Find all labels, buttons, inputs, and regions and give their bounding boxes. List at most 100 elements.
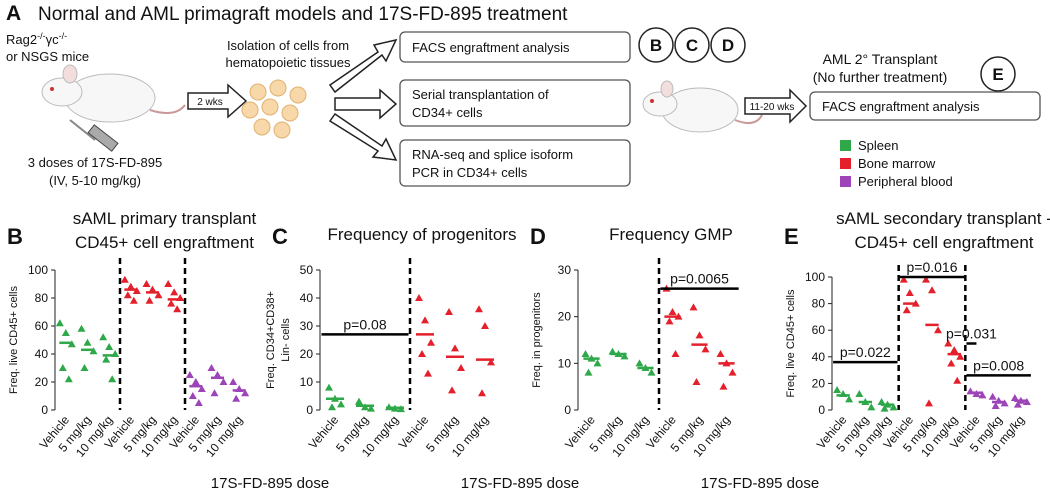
x-axis-label: 17S-FD-895 dose bbox=[461, 475, 579, 492]
y-tick-label: 80 bbox=[35, 291, 49, 305]
mouse-icon bbox=[642, 80, 763, 133]
text: -/- bbox=[59, 31, 68, 41]
y-tick-label: 30 bbox=[558, 263, 572, 277]
y-tick-label: 40 bbox=[35, 347, 49, 361]
data-point bbox=[668, 308, 677, 315]
transplant-text: (No further treatment) bbox=[813, 69, 948, 85]
data-point bbox=[367, 404, 375, 412]
data-point bbox=[689, 303, 698, 311]
syringe-icon bbox=[69, 119, 119, 152]
y-tick-label: 20 bbox=[812, 376, 826, 390]
box-text: CD34+ cells bbox=[412, 105, 483, 120]
data-point bbox=[154, 291, 163, 299]
data-point bbox=[457, 364, 465, 371]
data-point bbox=[695, 331, 704, 339]
data-point bbox=[922, 275, 930, 283]
data-point bbox=[905, 288, 914, 296]
circle-labels: B C D bbox=[638, 27, 746, 63]
data-point bbox=[58, 364, 67, 371]
data-point bbox=[55, 319, 64, 327]
y-tick-label: 0 bbox=[41, 403, 48, 417]
data-point bbox=[145, 296, 154, 304]
data-point bbox=[716, 350, 725, 357]
circle-text: D bbox=[722, 36, 734, 55]
isolation-text: Isolation of cells from bbox=[227, 38, 349, 53]
significance-label: p=0.08 bbox=[343, 316, 386, 332]
mouse-label: or NSGS mice bbox=[6, 49, 89, 64]
chart-title: Frequency GMP bbox=[609, 225, 733, 244]
text: γc bbox=[46, 32, 60, 47]
data-point bbox=[665, 317, 674, 325]
data-point bbox=[902, 306, 911, 314]
y-tick-label: 20 bbox=[558, 310, 572, 324]
circle bbox=[980, 56, 1016, 92]
arrow bbox=[187, 83, 248, 119]
arrow bbox=[328, 38, 398, 94]
data-point bbox=[671, 350, 680, 357]
data-point bbox=[421, 316, 429, 324]
y-tick-label: 0 bbox=[818, 403, 825, 417]
arrow-label: 2 wks bbox=[197, 97, 223, 108]
data-point bbox=[167, 299, 176, 307]
data-point bbox=[635, 359, 644, 367]
panel-label: A bbox=[6, 2, 21, 25]
data-point bbox=[481, 322, 489, 329]
panel-label: D bbox=[530, 224, 546, 249]
x-axis-label: 17S-FD-895 dose bbox=[701, 475, 819, 492]
box bbox=[399, 79, 631, 127]
data-point bbox=[487, 358, 495, 366]
arrow-label: 11-20 wks bbox=[750, 102, 795, 113]
data-point bbox=[451, 344, 459, 352]
data-point bbox=[934, 326, 942, 334]
data-point bbox=[355, 397, 363, 405]
chart-title: CD45+ cell engraftment bbox=[75, 233, 254, 252]
significance-label: p=0.016 bbox=[907, 259, 958, 275]
data-point bbox=[701, 345, 710, 353]
legend-label: Peripheral blood bbox=[858, 174, 953, 189]
data-point bbox=[593, 359, 602, 367]
data-point bbox=[61, 329, 70, 336]
isolation-text: hematopoietic tissues bbox=[225, 55, 351, 70]
y-axis-label: Freq. in progenitors bbox=[531, 292, 543, 388]
text: -/- bbox=[37, 31, 46, 41]
data-point bbox=[427, 338, 435, 346]
arrow bbox=[328, 112, 398, 161]
data-point bbox=[581, 350, 590, 357]
data-point bbox=[77, 324, 86, 332]
data-point bbox=[1013, 400, 1022, 408]
data-point bbox=[83, 338, 92, 346]
chart-title: sAML secondary transplant - bbox=[836, 209, 1050, 228]
y-tick-label: 60 bbox=[812, 323, 826, 337]
y-axis-label: Freq. CD34+CD38+ bbox=[265, 291, 277, 389]
data-point bbox=[129, 296, 138, 304]
data-point bbox=[219, 378, 228, 385]
legend-label: Bone marrow bbox=[858, 156, 936, 171]
data-point bbox=[102, 355, 111, 363]
circle-text: E bbox=[992, 65, 1003, 84]
data-point bbox=[123, 291, 132, 299]
legend-label: Spleen bbox=[858, 138, 898, 153]
data-point bbox=[337, 400, 345, 408]
data-point bbox=[620, 352, 629, 360]
data-point bbox=[173, 305, 182, 313]
data-point bbox=[424, 369, 432, 377]
panel-label: B bbox=[7, 224, 23, 249]
y-tick-label: 10 bbox=[558, 356, 572, 370]
data-point bbox=[448, 386, 456, 394]
box bbox=[809, 91, 1041, 121]
mouse-label: Rag2-/-γc-/- bbox=[6, 31, 67, 47]
text: Rag2 bbox=[6, 32, 37, 47]
y-tick-label: 100 bbox=[28, 263, 48, 277]
data-point bbox=[944, 339, 953, 347]
data-point bbox=[120, 275, 129, 283]
y-tick-label: 10 bbox=[300, 375, 314, 389]
data-point bbox=[877, 398, 886, 406]
box bbox=[399, 139, 631, 187]
y-tick-label: 30 bbox=[300, 319, 314, 333]
data-point bbox=[978, 391, 987, 399]
data-point bbox=[213, 371, 222, 378]
mouse-icon bbox=[41, 64, 186, 123]
data-point bbox=[950, 346, 959, 354]
data-point bbox=[241, 389, 250, 397]
